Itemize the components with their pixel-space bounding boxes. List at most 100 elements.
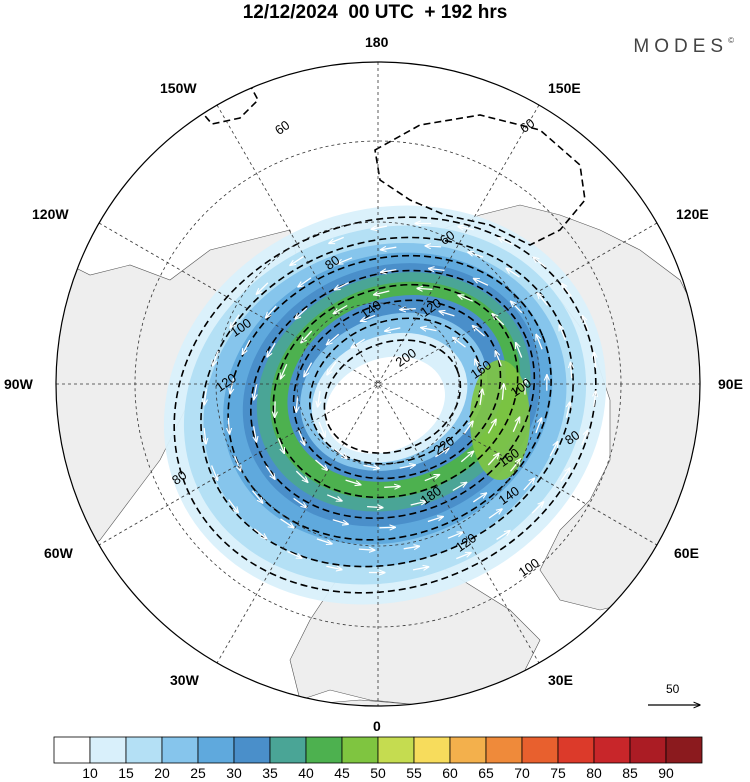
colorbar-swatch [521, 736, 559, 764]
wind-arrow [425, 246, 442, 247]
wind-arrow [472, 326, 485, 337]
colorbar-swatch [161, 736, 199, 764]
wind-arrow [296, 396, 297, 412]
wind-arrow [295, 307, 308, 319]
wind-arrow [315, 459, 328, 470]
lon-label-30e: 30E [548, 672, 573, 688]
wind-arrow [559, 325, 566, 341]
colorbar-level-label: 65 [478, 765, 494, 781]
wind-arrow [506, 268, 520, 278]
wind-arrow [316, 538, 332, 544]
wind-arrow [379, 527, 395, 528]
wind-arrow [496, 531, 511, 540]
wind-arrow [334, 448, 348, 459]
wind-arrow [523, 478, 535, 491]
colorbar-swatch [629, 736, 667, 764]
colorbar-level-label: 90 [658, 765, 674, 781]
wind-arrow [537, 293, 549, 306]
wind-arrow [463, 421, 473, 435]
wind-arrow [381, 270, 397, 273]
wind-arrow [254, 426, 257, 442]
wind-arrow [549, 442, 558, 457]
colorbar-swatch [89, 736, 127, 764]
wind-arrow [228, 417, 229, 434]
colorbar-swatch [449, 736, 487, 764]
lon-label-90e: 90E [718, 376, 743, 392]
colorbar-level-label: 10 [82, 765, 98, 781]
wind-vectors [204, 223, 596, 572]
wind-arrow [318, 421, 325, 437]
wind-arrow [458, 226, 474, 229]
wind-arrow [329, 236, 344, 243]
wind-arrow [212, 350, 219, 366]
wind-arrow [204, 427, 206, 444]
colorbar-swatch [377, 736, 415, 764]
closed-contours [198, 84, 586, 246]
colorbar-swatch [305, 736, 343, 764]
wind-arrow [511, 301, 523, 314]
colorbar-swatch [197, 736, 235, 764]
wind-arrow [562, 284, 572, 297]
wind-arrow [567, 402, 570, 418]
lon-label-120e: 120E [676, 206, 709, 222]
colorbar-level-label: 50 [370, 765, 386, 781]
wind-arrow [334, 282, 349, 290]
wind-arrow [429, 269, 445, 271]
wind-arrow [516, 343, 523, 358]
wind-arrow [417, 288, 433, 289]
wind-arrow [298, 277, 312, 287]
colorbar-level-label: 30 [226, 765, 242, 781]
colorbar-swatch [269, 736, 307, 764]
lon-label-60e: 60E [674, 545, 699, 561]
wind-arrow [495, 351, 502, 366]
wind-arrow [332, 519, 348, 524]
wind-arrow [210, 465, 218, 481]
colorbar-swatch [593, 736, 631, 764]
wind-arrow [367, 507, 383, 508]
wind-max-core [470, 360, 530, 480]
wind-arrow [560, 468, 570, 482]
colorbar-swatches [53, 736, 703, 764]
wind-arrow [480, 389, 482, 405]
wind-arrow [531, 502, 544, 514]
wind-arrow [594, 391, 596, 407]
wind-arrow [488, 509, 502, 519]
colorbar-level-label: 85 [622, 765, 638, 781]
wind-arrow [234, 455, 241, 471]
wind-arrow [487, 453, 499, 466]
lon-label-150w: 150W [160, 80, 197, 96]
wind-arrow [266, 305, 277, 318]
brand-logo: MODES© [633, 36, 734, 57]
wind-arrow [304, 362, 313, 377]
wind-arrow [327, 361, 337, 375]
wind-arrow [280, 363, 288, 379]
wind-arrow [371, 226, 388, 229]
wind-arrow [345, 479, 361, 485]
wind-arrow [439, 311, 455, 317]
wind-arrow [360, 314, 376, 321]
colorbar-level-label: 80 [586, 765, 602, 781]
wind-arrow [363, 465, 380, 468]
colorbar-level-label: 35 [262, 765, 278, 781]
wind-arrow [351, 338, 365, 348]
wind-arrow [374, 290, 390, 295]
colorbar-level-label: 25 [190, 765, 206, 781]
wind-arrow [385, 328, 401, 331]
wind-arrow [381, 247, 397, 250]
wind-arrow [280, 518, 294, 528]
colorbar-swatch [665, 736, 703, 764]
wind-arrow [424, 475, 440, 482]
reference-vector-label: 50 [666, 682, 680, 696]
lon-label-120w: 120W [32, 206, 69, 222]
wind-arrow [410, 501, 427, 506]
wind-arrow [242, 339, 251, 354]
map-title: 12/12/2024 00 UTC + 192 hrs [242, 2, 508, 23]
lon-label-60w: 60W [44, 545, 73, 561]
wind-arrow [318, 391, 320, 407]
wind-arrow [403, 546, 420, 549]
wind-arrow [327, 333, 340, 344]
wind-arrow [337, 257, 353, 264]
colorbar-level-label: 55 [406, 765, 422, 781]
wind-arrow [400, 309, 416, 310]
wind-arrow [502, 384, 503, 400]
